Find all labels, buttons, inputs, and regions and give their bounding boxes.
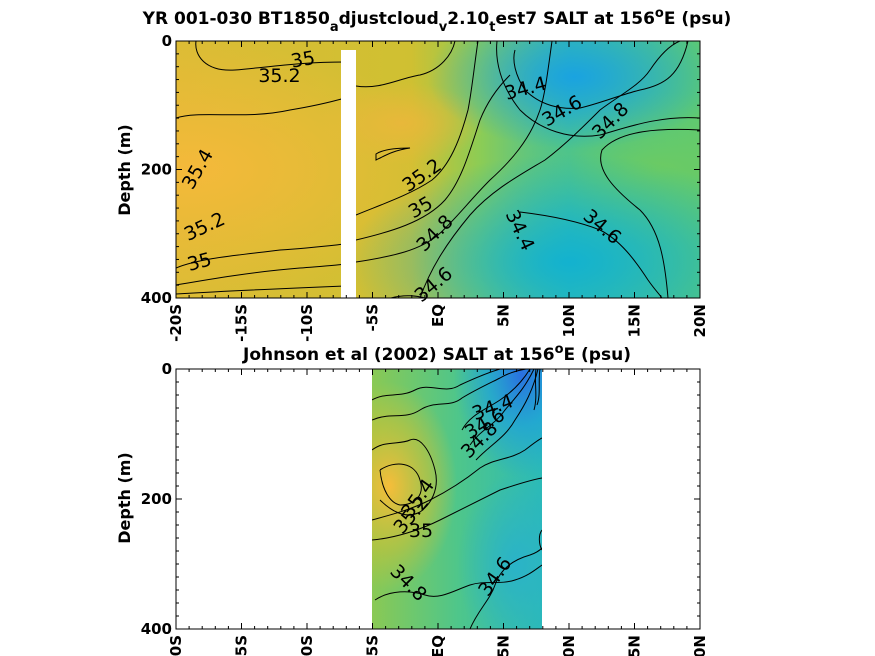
contour-line (355, 74, 511, 241)
y-tick-label: 200 (141, 161, 172, 179)
title-part: E (psu) (564, 345, 631, 365)
x-tick-label: -5S (364, 635, 382, 656)
x-tick-label: -20S (167, 304, 185, 342)
contour-label: 35 (409, 520, 433, 542)
x-tick-label: 5N (495, 635, 513, 656)
contour-line (475, 369, 539, 461)
contour-line (374, 564, 542, 601)
x-tick-label: -10S (298, 304, 316, 342)
x-tick-label: -15S (233, 304, 251, 342)
x-tick-label: 15N (626, 304, 644, 337)
contour-line (469, 547, 542, 629)
contour-line (176, 97, 346, 119)
contour-line (176, 263, 346, 286)
title-part: v (439, 20, 448, 35)
contour-line (461, 369, 531, 431)
top-y-axis-label: Depth (m) (115, 124, 134, 216)
x-tick-label: 20N (691, 304, 709, 337)
y-tick-label: 400 (141, 289, 172, 307)
title-part: a (330, 20, 339, 35)
contour-line (372, 437, 542, 521)
bottom-chart-title: Johnson et al (2002) SALT at 156oE (psu) (242, 342, 631, 365)
contour-line (469, 369, 535, 446)
top-x-ticks: -20S -15S -10S -5S EQ 5N 10N 15N 20N (167, 41, 709, 342)
x-tick-label: 15N (626, 635, 644, 656)
title-part: t (489, 20, 495, 35)
contour-label: 35 (289, 47, 317, 73)
title-part: djustcloud (339, 9, 439, 29)
title-part: est7 SALT at 156 (495, 9, 654, 29)
x-tick-label: EQ (429, 304, 447, 327)
contour-line (419, 41, 681, 298)
contour-line (176, 243, 346, 269)
contour-line (533, 369, 537, 411)
contour-line (379, 463, 422, 506)
x-tick-label: -15S (233, 635, 251, 656)
top-chart-title: YR 001-030 BT1850adjustcloudv2.10test7 S… (142, 6, 732, 35)
missing-data-band (341, 50, 356, 298)
contour-line (536, 369, 541, 406)
bottom-contours (372, 369, 542, 629)
x-tick-label: -10S (298, 635, 316, 656)
contour-line (519, 211, 663, 298)
y-tick-label: 200 (141, 490, 172, 508)
contour-line (538, 529, 542, 551)
bottom-x-ticks: -20S -15S -10S -5S EQ 5N 10N 15N 20N (167, 369, 709, 656)
contour-line (496, 41, 700, 137)
y-tick-label: 0 (162, 32, 172, 50)
bottom-y-ticks: 0 200 400 (141, 360, 700, 638)
contour-line (372, 477, 542, 541)
contour-line (372, 369, 501, 401)
contour-line (355, 41, 479, 216)
contour-label: 35.2 (258, 65, 300, 87)
title-part: Johnson et al (2002) SALT at 156 (242, 345, 555, 365)
x-tick-label: 10N (560, 635, 578, 656)
x-tick-label: -5S (364, 304, 382, 331)
contour-line (176, 285, 346, 295)
contour-line (375, 147, 411, 161)
x-tick-label: EQ (429, 635, 447, 656)
title-part: E (psu) (664, 9, 731, 29)
contour-line (355, 41, 553, 263)
contour-line (355, 41, 456, 88)
top-field (176, 41, 700, 298)
contour-line (195, 41, 346, 71)
x-tick-label: -20S (167, 635, 185, 656)
title-part: 2.10 (447, 9, 489, 29)
contour-line (600, 128, 700, 298)
title-part: YR 001-030 BT1850 (142, 9, 330, 29)
y-tick-label: 0 (162, 360, 172, 378)
top-y-ticks: 0 200 400 (141, 32, 700, 307)
title-part: o (655, 6, 664, 21)
title-part: o (555, 342, 564, 357)
bottom-field (372, 369, 542, 629)
bottom-y-axis-label: Depth (m) (115, 452, 134, 544)
contour-line (513, 41, 689, 109)
top-contours (176, 41, 700, 298)
contour-line (372, 438, 437, 516)
x-tick-label: 20N (691, 635, 709, 656)
x-tick-label: 10N (560, 304, 578, 337)
y-tick-label: 400 (141, 620, 172, 638)
contour-line (372, 369, 527, 421)
x-tick-label: 5N (495, 304, 513, 327)
